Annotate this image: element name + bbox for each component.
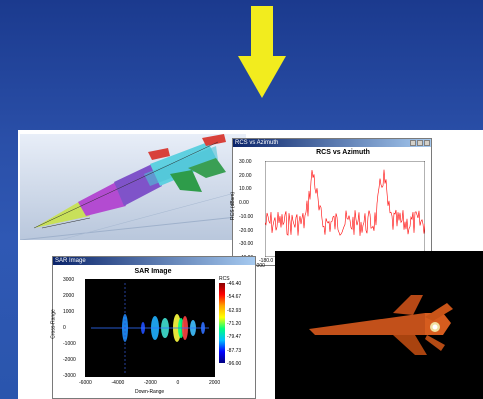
rcs-x-tick: -180.0 — [259, 258, 274, 264]
maximize-icon[interactable] — [417, 140, 423, 146]
rcs-window-controls — [410, 140, 430, 146]
sar-colorbar-tick: -46.40 — [227, 281, 242, 287]
sar-x-tick: 2000 — [209, 380, 221, 386]
sar-colorbar-label: RCS — [219, 276, 230, 282]
sar-y-tick: -1000 — [63, 341, 76, 347]
sar-colorbar — [219, 283, 225, 363]
rcs-y-tick: 0.00 — [239, 200, 249, 207]
sar-y-tick: 0 — [63, 325, 66, 331]
sar-colorbar-tick: -87.73 — [227, 347, 242, 354]
sar-y-tick: 1000 — [63, 309, 75, 315]
rcs-window-titlebar[interactable]: RCS vs Azimuth — [233, 139, 431, 147]
rcs-y-tick: -20.00 — [239, 227, 254, 234]
sar-image-window: SAR Image SAR Image Cross-Range 3000 2000… — [50, 256, 256, 399]
sar-x-axis-label: Down-Range — [135, 389, 165, 395]
rcs-window-title: RCS vs Azimuth — [235, 140, 279, 146]
rcs-y-tick: 20.00 — [239, 172, 252, 179]
sar-colorbar-tick: -79.47 — [227, 334, 242, 341]
sar-x-tick: -6000 — [79, 380, 92, 386]
rcs-y-tick: 10.00 — [239, 186, 252, 193]
rcs-y-tick: 30.00 — [239, 159, 252, 165]
rcs-vs-azimuth-window: RCS vs Azimuth RCS vs Azimuth RCS (dBsm)… — [230, 138, 432, 269]
minimize-icon[interactable] — [410, 140, 416, 146]
sar-y-tick: 3000 — [63, 277, 75, 283]
rcs-y-axis-label: RCS (dBsm) — [230, 191, 237, 221]
sar-x-tick: -2000 — [144, 380, 157, 386]
missile-cad-model-image — [20, 134, 246, 240]
sar-y-tick: 2000 — [63, 293, 75, 299]
sar-window-titlebar[interactable]: SAR Image — [53, 257, 255, 265]
sar-window-title: SAR Image — [55, 258, 86, 264]
arrow-down-icon — [238, 6, 286, 98]
sar-x-tick: 0 — [176, 380, 180, 386]
sar-colorbar-tick: -62.93 — [227, 307, 242, 314]
sar-x-tick: -4000 — [111, 380, 125, 386]
rcs-plot-area — [265, 161, 425, 257]
rcs-trace — [265, 169, 425, 236]
sar-plot-title: SAR Image — [134, 268, 172, 275]
sar-y-tick: -2000 — [63, 357, 76, 363]
rcs-y-tick: -30.00 — [239, 241, 254, 248]
missile-render-image — [275, 251, 483, 399]
sar-image-plot — [85, 279, 215, 377]
rcs-plot-title: RCS vs Azimuth — [316, 149, 370, 156]
rcs-legend-label: 0.000 — [252, 263, 265, 269]
sar-colorbar-tick: -54.67 — [227, 294, 242, 301]
sar-colorbar-tick: -96.00 — [227, 361, 242, 367]
sar-colorbar-tick: -71.20 — [227, 321, 242, 327]
close-icon[interactable] — [424, 140, 430, 146]
sar-y-axis-label: Cross-Range — [50, 309, 57, 339]
sar-y-tick: -3000 — [63, 373, 76, 379]
rcs-y-tick: -10.00 — [239, 213, 254, 220]
